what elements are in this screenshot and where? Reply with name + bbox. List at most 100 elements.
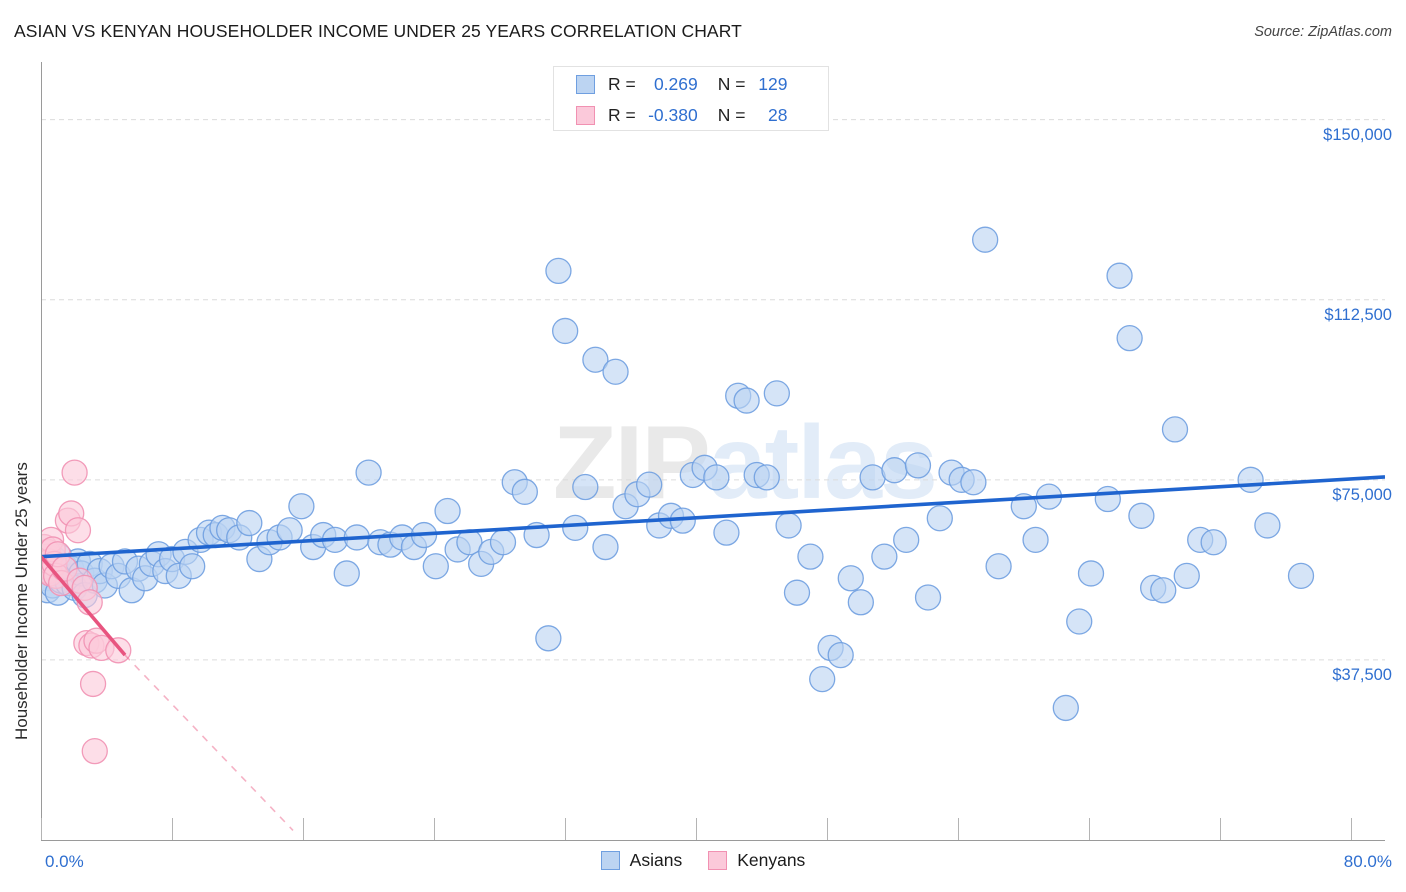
- data-point: [1077, 560, 1105, 587]
- data-point: [871, 543, 898, 570]
- x-axis-tick: [1089, 818, 1091, 840]
- series-points-asians: [41, 226, 1315, 722]
- data-point: [602, 358, 629, 385]
- data-point: [64, 517, 92, 544]
- data-point: [1161, 416, 1189, 443]
- y-axis-title: Householder Income Under 25 years: [12, 462, 31, 740]
- x-axis-tick: [696, 818, 698, 840]
- series-legend-item-kenyans[interactable]: Kenyans: [708, 850, 805, 871]
- data-point: [893, 526, 920, 554]
- data-point: [914, 584, 942, 611]
- y-axis-tick-label: $75,000: [1332, 485, 1392, 504]
- trendline-asians: [41, 475, 1385, 559]
- data-point: [636, 471, 663, 498]
- data-point: [422, 553, 449, 580]
- data-point: [1106, 262, 1133, 289]
- data-point: [1287, 562, 1315, 590]
- x-axis-min-label: 0.0%: [45, 852, 84, 871]
- data-point: [809, 665, 836, 693]
- data-point: [333, 560, 360, 587]
- x-axis-tick: [565, 818, 567, 840]
- series-legend: Asians Kenyans: [0, 850, 1406, 871]
- data-point: [985, 553, 1012, 580]
- x-axis-tick: [1351, 818, 1353, 840]
- legend-r-value-kenyans: -0.380: [648, 104, 698, 125]
- legend-n-label-kenyans: N =: [717, 104, 746, 125]
- series-legend-item-asians[interactable]: Asians: [600, 850, 683, 871]
- data-point: [1128, 502, 1155, 529]
- data-point: [61, 459, 88, 486]
- data-point: [960, 469, 987, 496]
- data-point: [1173, 562, 1200, 590]
- trendline-extension-kenyans: [124, 654, 294, 831]
- data-point: [837, 565, 864, 592]
- data-point: [79, 670, 107, 698]
- data-point: [753, 464, 780, 491]
- data-point: [904, 452, 932, 479]
- legend-r-label-kenyans: R =: [608, 104, 636, 125]
- x-axis-tick: [827, 818, 829, 840]
- legend-r-label-asians: R =: [608, 73, 636, 94]
- legend-n-value-kenyans: 28: [768, 104, 788, 125]
- y-axis-tick-label: $37,500: [1332, 665, 1392, 684]
- data-point: [1022, 526, 1049, 554]
- data-point: [511, 478, 538, 505]
- data-point: [713, 519, 740, 546]
- source-attribution: Source: ZipAtlas.com: [1254, 24, 1392, 40]
- y-axis-tick-label: $112,500: [1324, 305, 1392, 324]
- legend-n-label-asians: N =: [717, 73, 746, 94]
- x-axis-tick: [434, 818, 436, 840]
- data-point: [783, 579, 811, 606]
- data-point: [545, 257, 572, 285]
- series-label-kenyans: Kenyans: [737, 850, 806, 870]
- data-point: [1150, 577, 1177, 604]
- data-point: [797, 543, 824, 570]
- legend-swatch-asians: [576, 74, 595, 94]
- series-swatch-kenyans: [708, 851, 728, 870]
- data-point: [552, 317, 579, 345]
- legend-row-kenyans: R = -0.380 N = 28: [554, 99, 828, 131]
- data-point: [535, 625, 562, 652]
- data-point: [703, 464, 730, 491]
- data-points-layer: [41, 226, 1315, 765]
- data-point: [572, 473, 599, 501]
- trendline-kenyans: [41, 555, 127, 657]
- data-point: [1066, 608, 1093, 635]
- data-point: [972, 226, 999, 253]
- legend-n-value-asians: 129: [758, 73, 788, 94]
- x-axis-tick: [958, 818, 960, 840]
- series-swatch-asians: [600, 851, 620, 870]
- page-title: ASIAN VS KENYAN HOUSEHOLDER INCOME UNDER…: [14, 21, 742, 41]
- x-axis-tick: [1220, 818, 1222, 840]
- data-point: [81, 738, 108, 765]
- data-point: [763, 380, 790, 407]
- x-axis-max-label: 80.0%: [1343, 852, 1392, 871]
- x-axis-tick: [172, 818, 174, 840]
- series-label-asians: Asians: [629, 850, 683, 870]
- series-points-kenyans: [41, 459, 132, 765]
- plot-area: [41, 62, 1385, 840]
- data-point: [179, 553, 206, 580]
- data-point: [733, 387, 760, 414]
- data-point: [236, 509, 263, 537]
- correlation-legend: R = 0.269 N = 129 R = -0.380 N = 28: [553, 66, 829, 131]
- data-point: [582, 346, 609, 373]
- data-point: [1254, 512, 1281, 539]
- gridlines: [41, 119, 1385, 661]
- y-axis-line: [41, 62, 42, 840]
- legend-swatch-kenyans: [576, 105, 595, 125]
- data-point: [847, 589, 874, 616]
- data-point: [434, 497, 461, 525]
- data-point: [1116, 324, 1143, 352]
- x-axis-line: [41, 840, 1385, 841]
- x-axis-tick: [303, 818, 305, 840]
- data-point: [105, 637, 132, 664]
- data-point: [288, 493, 315, 520]
- y-axis-tick-label: $150,000: [1323, 125, 1392, 144]
- data-point: [562, 514, 589, 541]
- data-point: [355, 459, 382, 486]
- data-point: [592, 533, 619, 561]
- x-axis-tick: [41, 818, 42, 840]
- trendlines-layer: [41, 475, 1385, 831]
